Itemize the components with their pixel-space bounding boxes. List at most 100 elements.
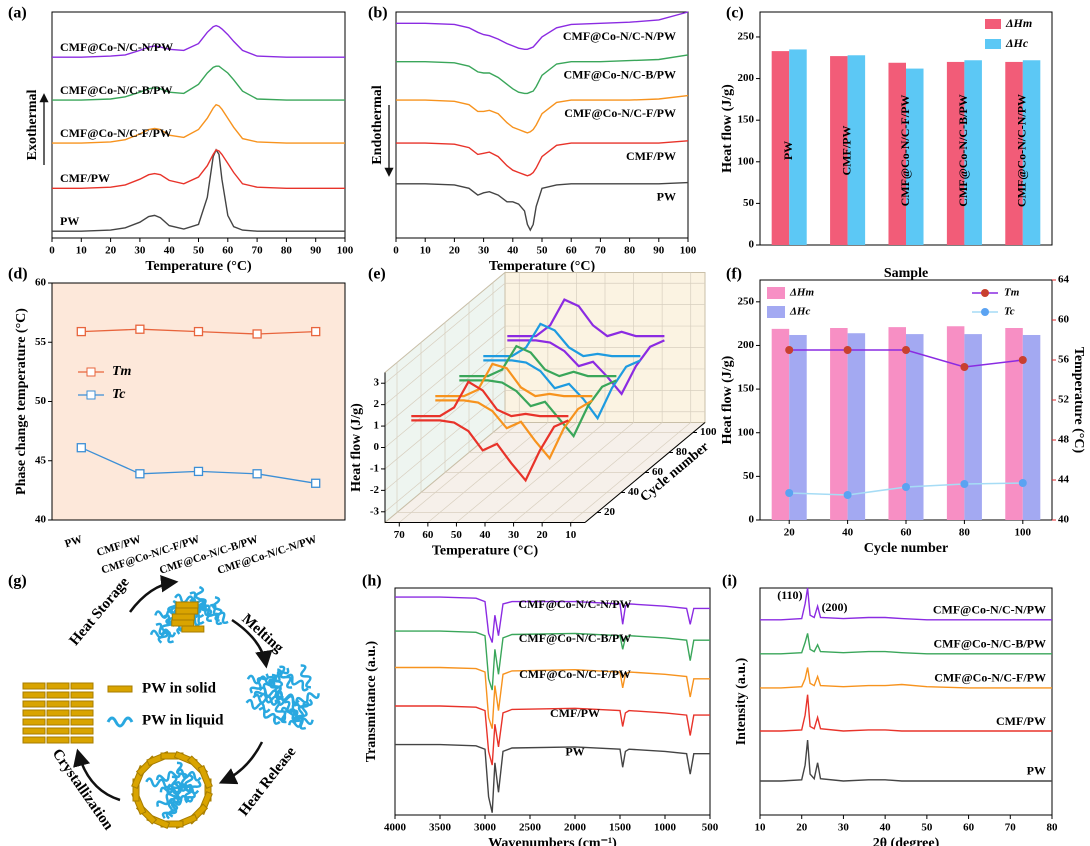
peak-label: (110) [777, 588, 802, 602]
x-tick-label: CMF@Co-N/C-N/PW [216, 533, 318, 576]
y-tick-label: 0 [749, 514, 755, 526]
panel-label: (h) [362, 573, 382, 590]
solid-pw [171, 613, 195, 621]
liquid-pw [286, 673, 309, 692]
liquid-pw [279, 665, 293, 689]
y-tick-label: 150 [738, 383, 755, 395]
solid-pw [181, 625, 205, 633]
cycle-arrow [73, 748, 121, 802]
x-tick-label: 100 [337, 245, 354, 257]
plot-frame [394, 587, 711, 816]
x-axis-label: Temperature (°C) [432, 544, 539, 559]
solid-pw [46, 709, 70, 717]
y-tick-label: 55 [35, 336, 47, 348]
liquid-pw [184, 773, 194, 801]
bar [946, 61, 965, 245]
marker [960, 363, 969, 371]
y-tick-label: 250 [738, 295, 755, 307]
x-tick-label: 50 [537, 245, 549, 257]
curve-label: CMF@Co-N/C-F/PW [564, 106, 676, 120]
liquid-pw [296, 698, 313, 723]
y2-axis-label: Temperature (°C) [1071, 347, 1086, 454]
curve-label: CMF@Co-N/C-N/PW [518, 597, 631, 611]
x-axis-label: Cycle number [864, 541, 948, 556]
bar [888, 327, 906, 520]
solid-pw [70, 700, 94, 708]
x-tick-label: 70 [252, 245, 264, 257]
marker [252, 469, 262, 479]
x-tick-label: 60 [963, 822, 975, 834]
curve-label: PW [657, 190, 676, 204]
panel-label: (d) [8, 266, 28, 283]
curve-label: CMF/PW [996, 714, 1046, 728]
curve [395, 630, 710, 691]
x-tick-label: 1000 [654, 822, 677, 834]
legend-label: ΔHc [789, 306, 810, 318]
curve [760, 694, 1052, 732]
liquid-pw [155, 770, 182, 782]
legend-swatch [767, 287, 785, 299]
step-label: Heat Storage [67, 574, 133, 649]
x-tick-label: 50 [451, 529, 463, 541]
curve [52, 149, 345, 189]
liquid-pw [274, 699, 287, 724]
x-tick-label: 60 [222, 245, 234, 257]
legend-label: Tc [1004, 306, 1015, 318]
y-tick-label: -3 [370, 505, 380, 517]
curve-label: CMF@Co-N/C-B/PW [564, 67, 676, 81]
marker [902, 483, 910, 491]
marker [193, 466, 204, 477]
x-tick-label: 10 [76, 245, 88, 257]
solid-pw [46, 700, 70, 708]
x-tick-label: 10 [420, 245, 432, 257]
solid-pw [175, 607, 199, 615]
y2-tick-label: 44 [1058, 474, 1070, 486]
liquid-icon [106, 716, 134, 728]
curve [760, 667, 1052, 689]
cycle-arrow [128, 574, 179, 613]
x-tick-label: 30 [508, 529, 520, 541]
curve [760, 633, 1052, 655]
marker [193, 326, 204, 337]
x-tick-label: 100 [1015, 527, 1032, 539]
legend-label: Tm [1004, 287, 1020, 299]
y-tick-label: 2 [374, 398, 380, 410]
x-tick-label: 90 [310, 245, 322, 257]
legend-label: Tm [112, 364, 132, 379]
x-axis-label: Temperature (°C) [145, 259, 252, 274]
bar [906, 68, 924, 245]
liquid-pw [155, 622, 175, 644]
y-axis-label: Heat flow (J/g) [720, 355, 735, 444]
y2-tick-label: 60 [1058, 314, 1070, 326]
plot-frame [51, 11, 346, 239]
panel-label: (g) [8, 573, 27, 590]
liquid-pw [300, 664, 312, 689]
y-tick-label: 100 [738, 155, 755, 167]
z-tick-label: 60 [652, 466, 664, 478]
solid-pw [46, 718, 70, 726]
curve-label: CMF@Co-N/C-B/PW [60, 83, 172, 97]
x-tick-label: PW [63, 533, 84, 550]
solid-pw [70, 709, 94, 717]
plot-frame [51, 282, 346, 521]
x-tick-label: 10 [565, 529, 577, 541]
solid-pw [22, 682, 46, 690]
marker [843, 346, 852, 354]
y-axis-label: Intensity (a.u.) [734, 657, 749, 745]
y2-tick-label: 48 [1058, 434, 1070, 446]
x-tick-label: 60 [901, 527, 913, 539]
solid-pw [22, 718, 46, 726]
curve-label: CMF@Co-N/C-F/PW [934, 671, 1046, 685]
bar [1022, 60, 1041, 246]
bar [964, 334, 982, 520]
y-axis-label: Exothermal [25, 90, 40, 161]
panel-label: (b) [368, 5, 388, 22]
plot-frame [759, 587, 1053, 816]
x-tick-label: 70 [595, 245, 607, 257]
legend-label: PW in liquid [142, 712, 224, 728]
panel-label: (e) [368, 266, 386, 283]
solid-pw [70, 718, 94, 726]
y-tick-label: 40 [35, 514, 47, 526]
panel-label: (i) [722, 573, 737, 590]
